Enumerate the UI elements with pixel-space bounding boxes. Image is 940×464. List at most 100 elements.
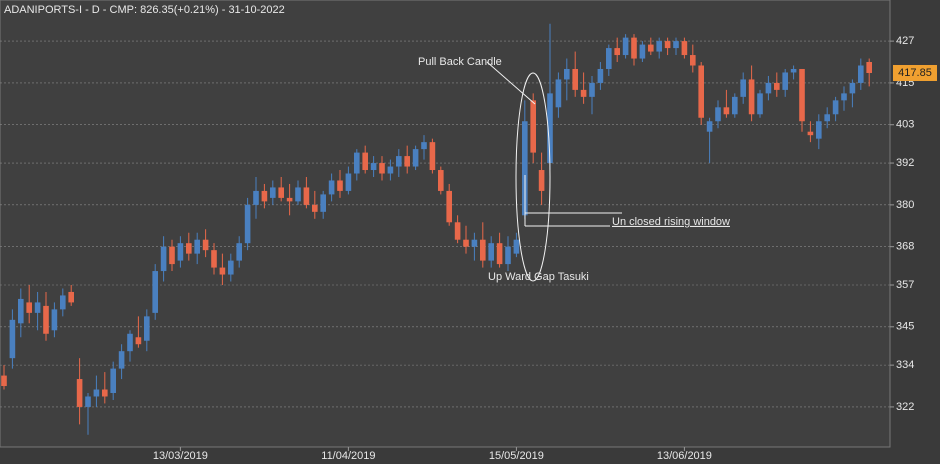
candle-body: [244, 204, 251, 244]
candle-body: [43, 305, 49, 334]
pattern-ellipse: [515, 72, 551, 282]
y-tick-label: 403: [896, 119, 914, 131]
candle-body: [9, 319, 16, 359]
candle-body: [555, 79, 562, 108]
candle-body: [354, 152, 360, 174]
callout-line: [486, 61, 536, 105]
candle-body: [76, 379, 83, 407]
candle-body: [228, 260, 234, 275]
candle-body: [93, 389, 100, 397]
candle-body: [782, 72, 788, 90]
candle-body: [454, 222, 461, 240]
candle-body: [589, 82, 595, 97]
candle-body: [648, 44, 654, 52]
candle-body: [799, 68, 805, 122]
candle-body: [202, 239, 209, 251]
candle-body: [765, 82, 772, 94]
candle-body: [664, 41, 671, 49]
candle-body: [866, 62, 872, 73]
chart-title: ADANIPORTS-I - D - CMP: 826.35(+0.21%) -…: [4, 4, 285, 16]
candle-body: [715, 107, 721, 122]
candle-body: [118, 351, 125, 369]
candle-body: [102, 389, 108, 397]
candle-body: [639, 44, 646, 59]
candle-body: [488, 243, 494, 261]
candle-body: [841, 93, 847, 101]
candle-body: [471, 239, 478, 247]
candle-body: [404, 156, 410, 167]
y-tick-label: 427: [896, 35, 914, 47]
candle-body: [421, 142, 427, 150]
candle-body: [530, 100, 536, 153]
annotation: Pull Back Candle: [418, 56, 502, 68]
candle-body: [438, 170, 444, 191]
candle-body: [614, 48, 620, 56]
candle-body: [597, 68, 604, 83]
candle-body: [606, 48, 612, 69]
annotation: Un closed rising window: [612, 216, 730, 228]
candle-body: [51, 309, 58, 331]
candle-body: [135, 337, 142, 345]
candle-body: [110, 368, 116, 393]
candle-body: [253, 190, 259, 205]
candle-body: [328, 180, 335, 195]
candle-body: [547, 93, 553, 164]
candle-body: [505, 246, 511, 265]
candle-body: [790, 68, 797, 73]
candle-body: [622, 37, 629, 56]
last-price-box: [893, 64, 937, 81]
candle-body: [152, 271, 158, 313]
candle-body: [496, 243, 503, 265]
candle-body: [34, 302, 41, 313]
candle-body: [656, 41, 662, 52]
candle-body: [320, 194, 326, 212]
candle-body: [26, 302, 32, 313]
candle-body: [698, 65, 704, 118]
candle-body: [732, 96, 738, 115]
candle-body: [807, 131, 814, 136]
candle-body: [690, 55, 696, 66]
candle-body: [261, 190, 268, 202]
candle-body: [673, 41, 679, 49]
candle-body: [681, 41, 688, 56]
candle-body: [60, 295, 66, 310]
candle-body: [270, 187, 276, 198]
candle-body: [18, 298, 24, 324]
candle-body: [169, 246, 175, 265]
candle-body: [396, 156, 402, 167]
y-tick-label: 322: [896, 401, 914, 413]
y-tick-label: 334: [896, 359, 914, 371]
candle-body: [816, 121, 822, 139]
last-price-label: 417.85: [898, 67, 932, 79]
candle-body: [538, 170, 545, 191]
plot-area: [0, 0, 891, 448]
candle-body: [832, 100, 839, 115]
candle-body: [849, 82, 856, 94]
x-tick-label: 13/03/2019: [153, 450, 208, 462]
y-tick-label: 392: [896, 157, 914, 169]
candle-body: [412, 149, 419, 167]
candle-body: [858, 65, 864, 83]
candle-body: [278, 187, 284, 198]
candle-body: [522, 121, 528, 216]
candle-body: [564, 68, 570, 80]
candle-body: [211, 250, 217, 268]
candle-body: [312, 204, 318, 212]
candle-body: [463, 239, 469, 247]
candle-body: [631, 37, 637, 59]
candle-body: [387, 166, 394, 174]
candle-body: [748, 79, 755, 115]
y-tick-label: 357: [896, 279, 914, 291]
candle-body: [480, 239, 486, 261]
candle-body: [194, 239, 200, 254]
candle-body: [429, 142, 436, 171]
x-tick-label: 13/06/2019: [657, 450, 712, 462]
candle-body: [144, 316, 150, 341]
candle-body: [177, 243, 184, 261]
candle-body: [824, 114, 830, 122]
candle-body: [186, 243, 192, 254]
x-tick-label: 15/05/2019: [489, 450, 544, 462]
candle-body: [85, 396, 91, 407]
candle-body: [295, 187, 301, 202]
